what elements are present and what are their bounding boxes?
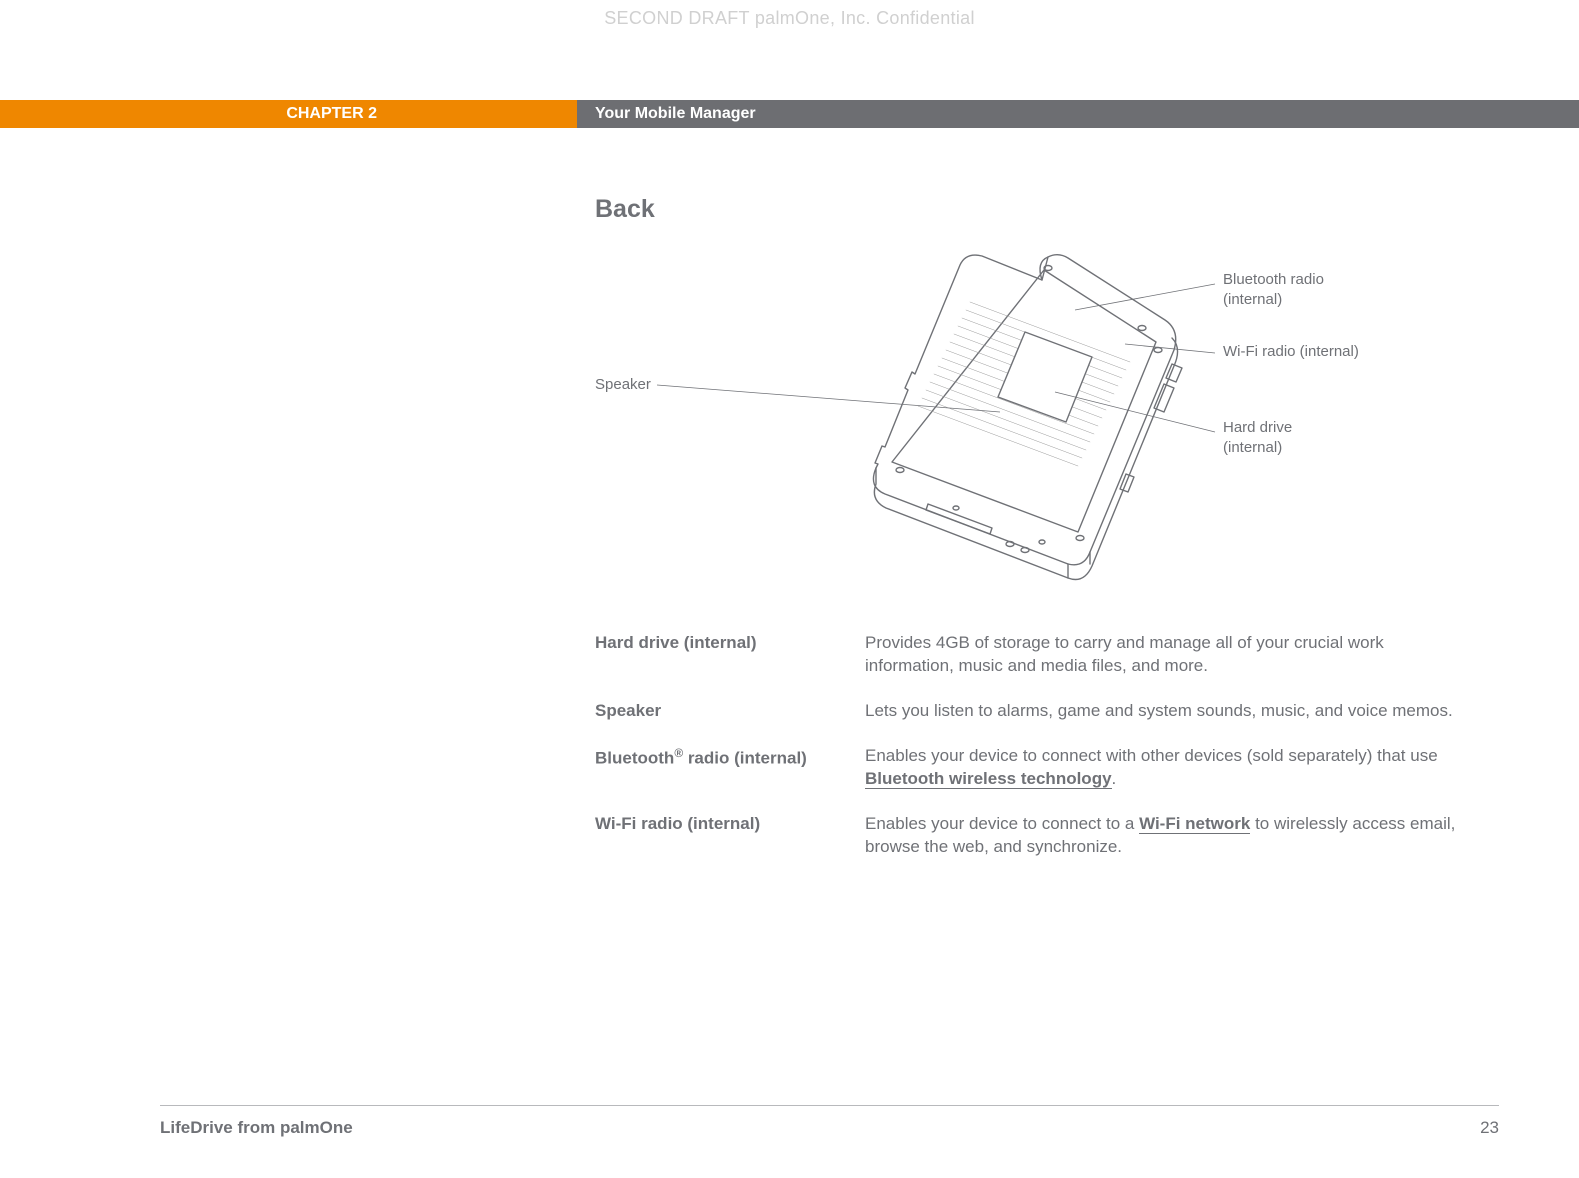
definition-row: Wi-Fi radio (internal) Enables your devi… [595, 813, 1495, 859]
chapter-title: Your Mobile Manager [577, 100, 1579, 128]
definition-row: Bluetooth® radio (internal) Enables your… [595, 745, 1495, 791]
chapter-label: CHAPTER 2 [0, 100, 577, 128]
definition-desc: Enables your device to connect to a Wi-F… [865, 813, 1495, 859]
page-footer: LifeDrive from palmOne 23 [160, 1118, 1499, 1138]
callout-wifi: Wi-Fi radio (internal) [1223, 342, 1359, 362]
callout-hdd: Hard drive (internal) [1223, 418, 1292, 457]
footer-rule [160, 1105, 1499, 1106]
callout-bluetooth-line2: (internal) [1223, 291, 1282, 308]
callout-hdd-line2: (internal) [1223, 439, 1282, 456]
definition-desc: Enables your device to connect with othe… [865, 745, 1495, 791]
watermark-text: SECOND DRAFT palmOne, Inc. Confidential [0, 8, 1579, 29]
term-text-after: radio (internal) [683, 748, 807, 767]
definition-row: Hard drive (internal) Provides 4GB of st… [595, 632, 1495, 678]
term-sup: ® [674, 746, 683, 760]
definition-term: Wi-Fi radio (internal) [595, 813, 865, 859]
definition-desc: Provides 4GB of storage to carry and man… [865, 632, 1495, 678]
definitions-list: Hard drive (internal) Provides 4GB of st… [595, 632, 1495, 859]
definition-term: Speaker [595, 700, 865, 723]
footer-title: LifeDrive from palmOne [160, 1118, 353, 1138]
callout-bluetooth: Bluetooth radio (internal) [1223, 270, 1324, 309]
desc-before: Enables your device to connect with othe… [865, 746, 1438, 765]
term-text-before: Bluetooth [595, 748, 674, 767]
callout-speaker: Speaker [595, 375, 651, 395]
leader-lines-svg [595, 242, 1495, 632]
device-diagram: Speaker Bluetooth radio (internal) Wi-Fi… [595, 242, 1495, 632]
callout-hdd-line1: Hard drive [1223, 419, 1292, 436]
desc-after: . [1112, 769, 1117, 788]
definition-desc: Lets you listen to alarms, game and syst… [865, 700, 1495, 723]
definition-term: Hard drive (internal) [595, 632, 865, 678]
main-content: Back [595, 195, 1495, 881]
section-title: Back [595, 195, 1495, 224]
link-bluetooth-tech[interactable]: Bluetooth wireless technology [865, 769, 1112, 789]
link-wifi-network[interactable]: Wi-Fi network [1139, 814, 1250, 834]
desc-before: Enables your device to connect to a [865, 814, 1139, 833]
chapter-banner: CHAPTER 2 Your Mobile Manager [0, 100, 1579, 128]
callout-bluetooth-line1: Bluetooth radio [1223, 271, 1324, 288]
definition-row: Speaker Lets you listen to alarms, game … [595, 700, 1495, 723]
definition-term: Bluetooth® radio (internal) [595, 745, 865, 791]
page-number: 23 [1480, 1118, 1499, 1138]
